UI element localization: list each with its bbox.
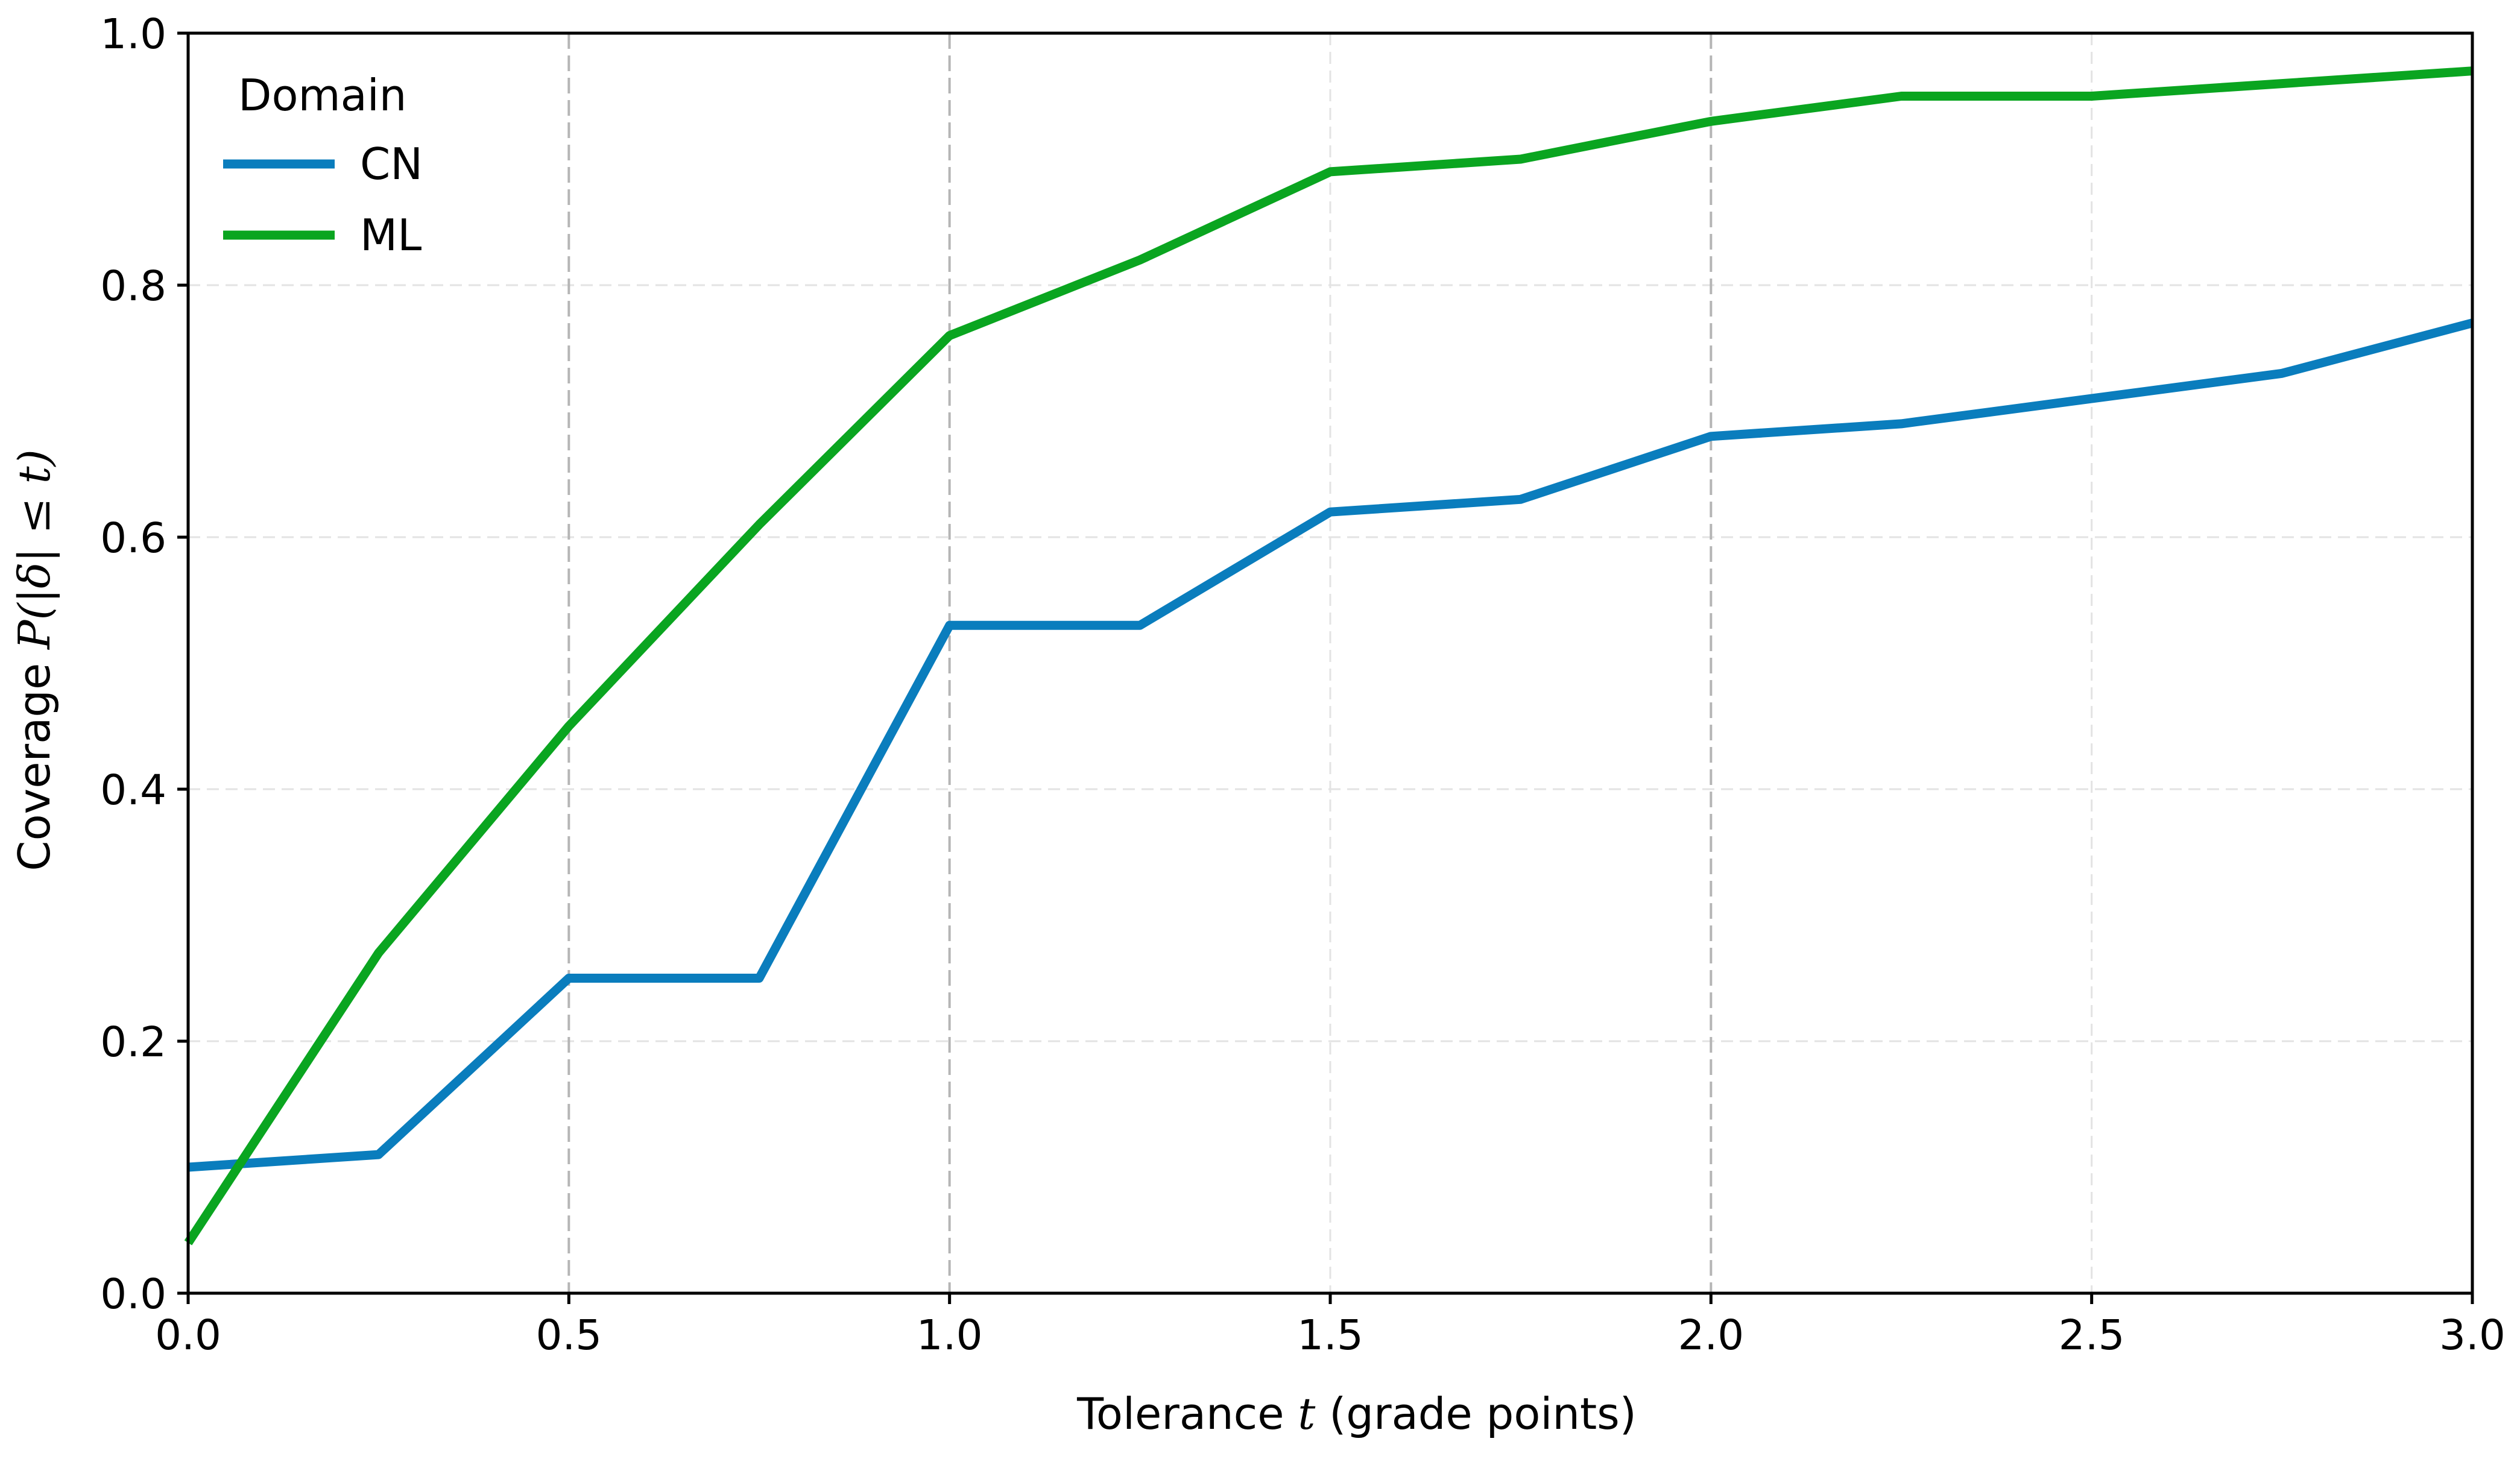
- legend-label-ml: ML: [360, 210, 422, 260]
- grid-layer: [188, 33, 2472, 1293]
- x-tick-label-4: 2.0: [1678, 1311, 1744, 1360]
- labels-layer: Tolerance t (grade points) Coverage P(|δ…: [9, 449, 1637, 1439]
- legend: Domain CN ML: [223, 70, 423, 260]
- y-tick-label-5: 1.0: [100, 10, 166, 58]
- x-tick-label-1: 0.5: [535, 1311, 602, 1360]
- x-tick-label-3: 1.5: [1297, 1311, 1363, 1360]
- x-tick-label-2: 1.0: [917, 1311, 983, 1360]
- y-tick-label-2: 0.4: [100, 766, 166, 815]
- x-axis-title: Tolerance t (grade points): [1076, 1388, 1637, 1439]
- x-tick-label-6: 3.0: [2439, 1311, 2506, 1360]
- y-tick-label-4: 0.8: [100, 262, 166, 310]
- legend-title: Domain: [238, 70, 406, 121]
- y-tick-label-3: 0.6: [100, 514, 166, 562]
- y-tick-label-1: 0.2: [100, 1018, 166, 1067]
- series-layer: [184, 66, 2474, 1246]
- y-axis-title: Coverage P(|δ| ≤ t): [9, 449, 60, 871]
- legend-label-cn: CN: [360, 139, 423, 189]
- series-line-cn: [188, 318, 2474, 1172]
- series-line-ml: [184, 66, 2473, 1246]
- y-tick-label-0: 0.0: [100, 1270, 166, 1319]
- x-tick-label-5: 2.5: [2059, 1311, 2125, 1360]
- ticks-layer: 0.0 0.5 1.0 1.5 2.0 2.5 3.0 0.0 0.2 0.4 0.6 0.8 1.0: [100, 10, 2506, 1360]
- x-tick-label-0: 0.0: [155, 1311, 221, 1360]
